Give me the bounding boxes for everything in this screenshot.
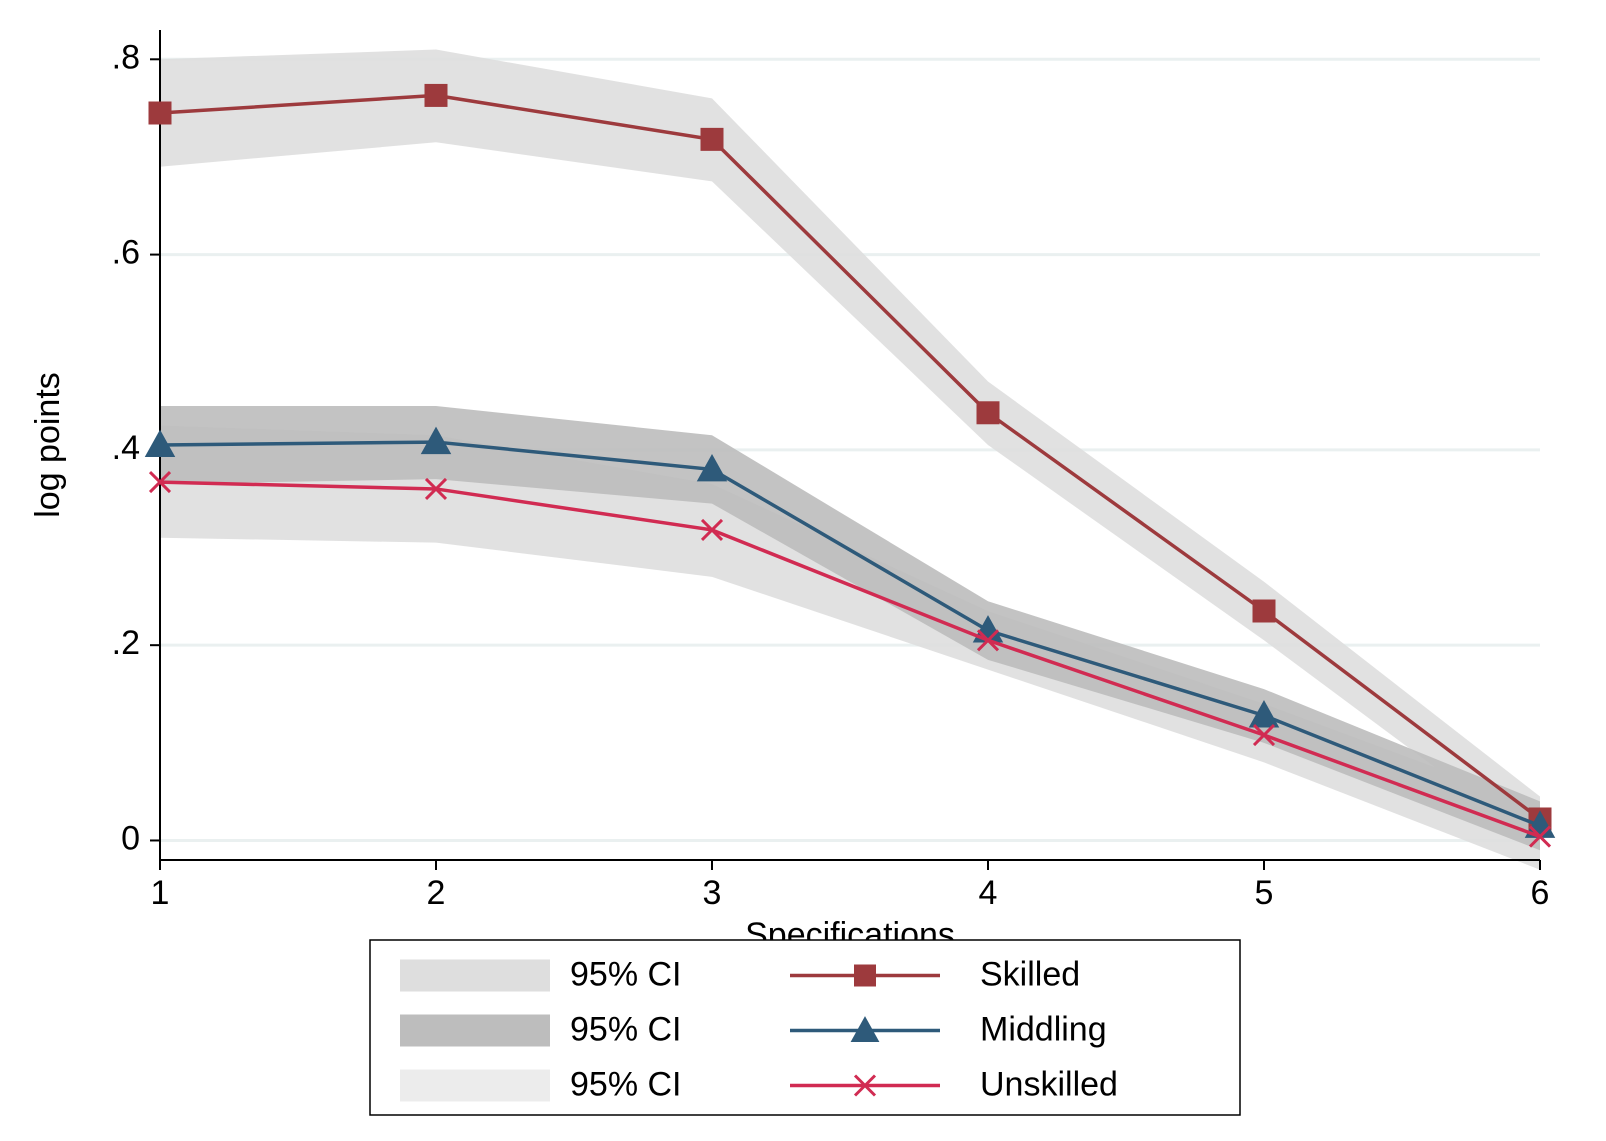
x-tick-label: 2 — [427, 874, 446, 912]
y-axis-title: log points — [29, 372, 67, 518]
x-tick-label: 1 — [151, 874, 170, 912]
x-tick-label: 3 — [703, 874, 722, 912]
x-tick-label: 6 — [1531, 874, 1550, 912]
x-tick-label: 4 — [979, 874, 998, 912]
y-tick-label: .6 — [112, 234, 140, 272]
legend: 95% CI Skilled 95% CI Middling 95% CI Unskill… — [370, 940, 1240, 1115]
y-tick-label: .8 — [112, 38, 140, 76]
x-tick-label: 5 — [1255, 874, 1274, 912]
legend-ci-label: 95% CI — [570, 1066, 682, 1104]
legend-ci-label: 95% CI — [570, 956, 682, 994]
y-tick-label: 0 — [121, 819, 140, 857]
legend-series-label: Middling — [980, 1011, 1107, 1049]
legend-ci-label: 95% CI — [570, 1011, 682, 1049]
legend-series-label: Skilled — [980, 956, 1080, 994]
y-tick-label: .4 — [112, 429, 140, 467]
chart-container: 0.2.4.6.8log points123456Specifications9… — [0, 0, 1606, 1141]
legend-series-label: Unskilled — [980, 1066, 1118, 1104]
chart-svg: 0.2.4.6.8log points123456Specifications9… — [0, 0, 1606, 1141]
y-tick-label: .2 — [112, 624, 140, 662]
